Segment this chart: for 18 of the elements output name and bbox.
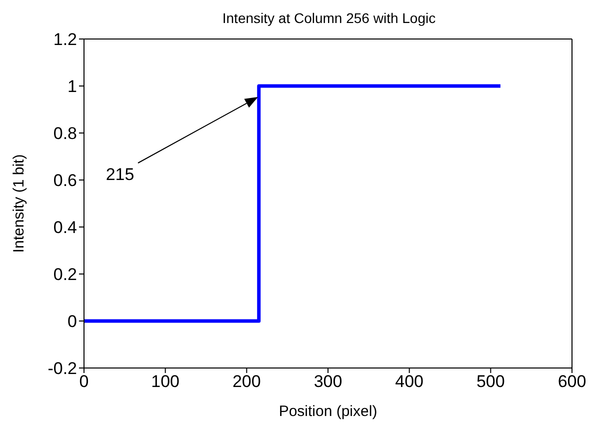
y-tick-label: 0.8 — [53, 124, 77, 144]
y-tick-label: 0.6 — [53, 171, 77, 190]
annotation: 215 — [106, 165, 134, 184]
x-tick-label: 400 — [395, 372, 424, 392]
x-axis-title: Position (pixel) — [278, 403, 378, 420]
y-tick-label: 0.4 — [53, 218, 77, 238]
x-tick-label: 600 — [558, 372, 586, 392]
x-tick-label: 500 — [476, 372, 505, 392]
y-tick-label: -0.2 — [48, 359, 77, 378]
chart-title: Intensity at Column 256 with Logic — [221, 10, 437, 26]
x-tick-label: 300 — [314, 372, 342, 392]
y-tick-label: 0.2 — [53, 265, 77, 284]
y-axis-title: Intensity (1 bit) — [10, 154, 28, 253]
y-tick-label: 1 — [68, 77, 77, 96]
x-tick-label: 200 — [232, 372, 261, 392]
y-tick-label: 1.2 — [53, 30, 77, 50]
y-tick-label: 0 — [68, 312, 77, 332]
x-tick-label: 100 — [151, 372, 180, 392]
